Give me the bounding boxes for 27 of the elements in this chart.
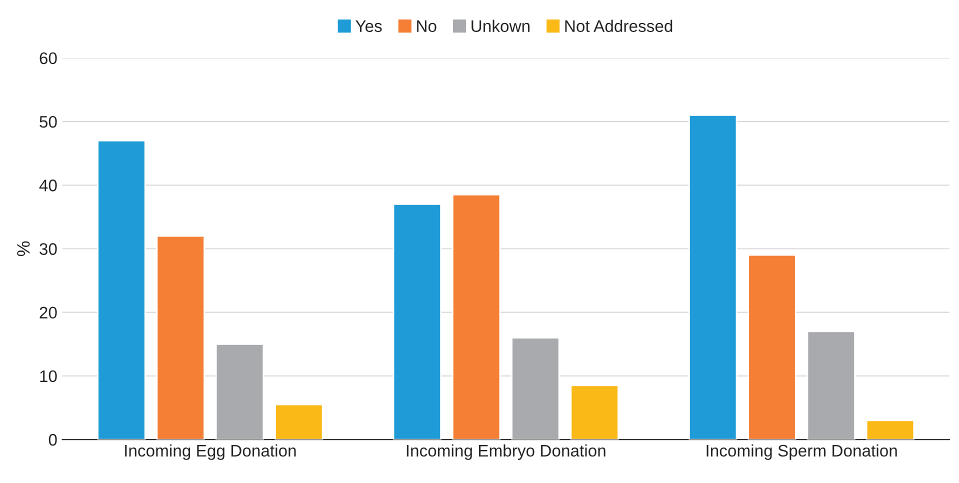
bar xyxy=(570,384,619,440)
bar xyxy=(97,140,146,440)
x-tick-label: Incoming Embryo Donation xyxy=(406,444,606,460)
y-tick-label: 50 xyxy=(40,116,57,128)
y-tick-label: 40 xyxy=(39,180,57,192)
y-tick-label: 60 xyxy=(40,52,57,64)
x-tick-label: Incoming Egg Donation xyxy=(125,444,296,460)
y-tick-label: 20 xyxy=(40,306,57,319)
x-tick-label: Incoming Sperm Donation xyxy=(706,444,897,460)
bar xyxy=(452,194,501,440)
legend-label: Unkown xyxy=(472,20,530,32)
y-axis-title: % xyxy=(17,241,30,256)
bar xyxy=(392,204,442,440)
bar xyxy=(806,330,856,440)
legend-label: Not Addressed xyxy=(565,20,672,32)
bar xyxy=(688,114,738,440)
y-tick-label: 30 xyxy=(40,243,57,255)
bar xyxy=(156,235,205,440)
y-tick-label: 10 xyxy=(40,370,57,382)
legend-label: No xyxy=(417,20,436,32)
bar xyxy=(274,404,324,440)
legend-label: Yes xyxy=(356,20,382,32)
bar xyxy=(215,343,264,440)
bar xyxy=(748,254,796,440)
bar xyxy=(866,420,915,440)
bar xyxy=(511,337,560,440)
y-tick-label: 0 xyxy=(48,434,57,446)
